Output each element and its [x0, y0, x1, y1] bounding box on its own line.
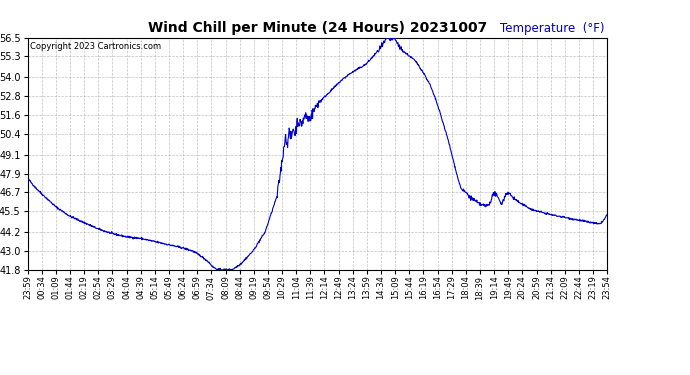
Title: Wind Chill per Minute (24 Hours) 20231007: Wind Chill per Minute (24 Hours) 2023100…	[148, 21, 487, 35]
Text: Copyright 2023 Cartronics.com: Copyright 2023 Cartronics.com	[30, 42, 161, 51]
Text: Temperature  (°F): Temperature (°F)	[500, 22, 604, 35]
